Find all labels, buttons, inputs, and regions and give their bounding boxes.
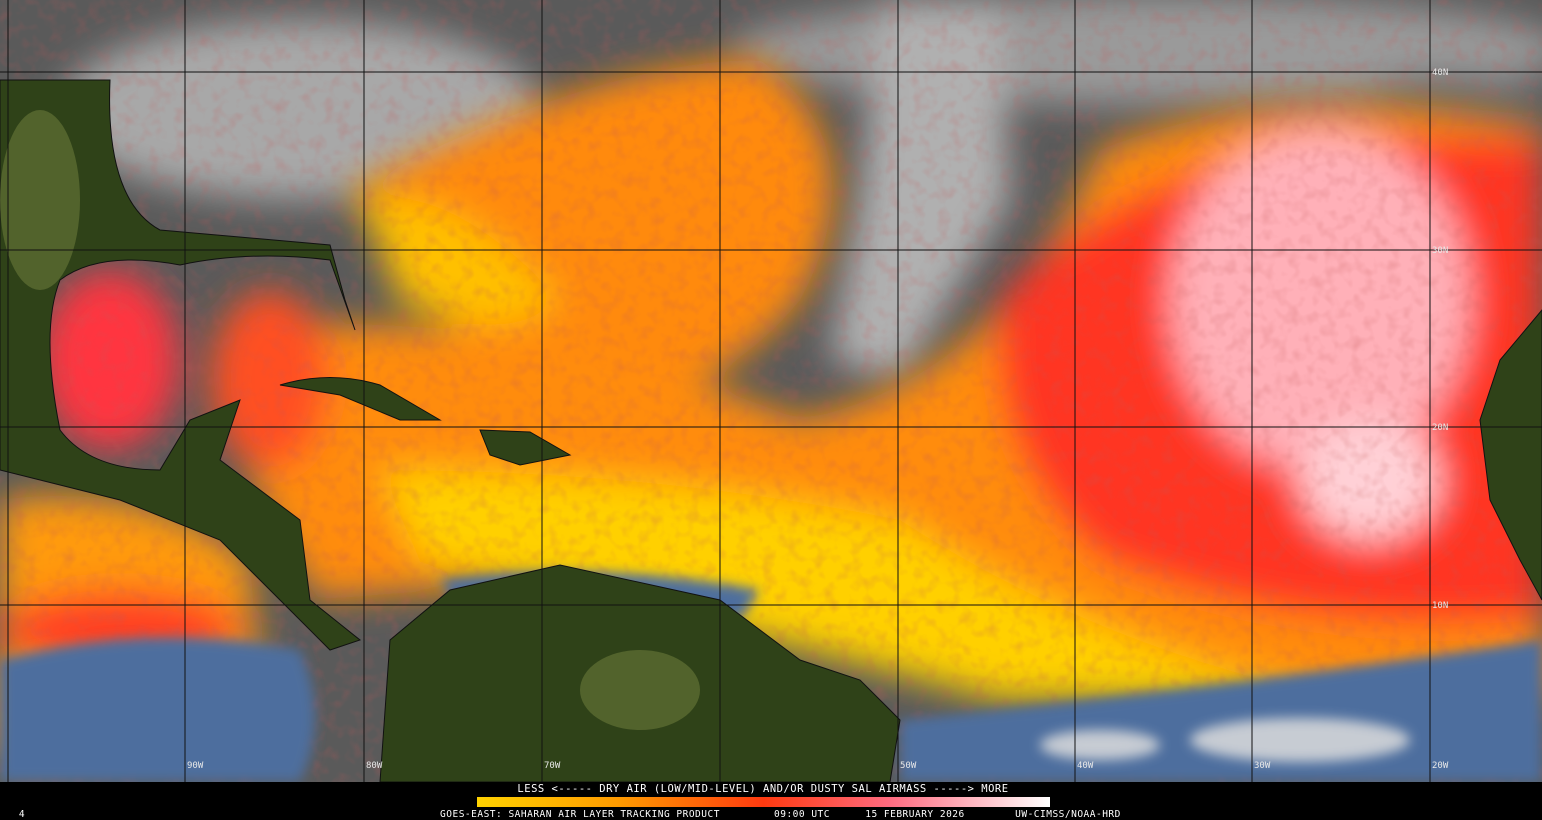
legend-caption: LESS <----- DRY AIR (LOW/MID-LEVEL) AND/… (517, 783, 1008, 795)
longitude-label: 50W (900, 761, 917, 771)
latitude-label: 40N (1432, 68, 1448, 78)
graticule: 40N 30N 20N 10N 90W 80W 70W 50W 40W 30W 20W (0, 0, 1542, 782)
longitude-label: 40W (1077, 761, 1094, 771)
frame-number: 4 (19, 809, 25, 820)
longitude-label: 20W (1432, 761, 1449, 771)
longitude-label: 80W (366, 761, 383, 771)
latitude-label: 10N (1432, 601, 1448, 611)
product-name: GOES-EAST: SAHARAN AIR LAYER TRACKING PR… (440, 809, 720, 820)
longitude-label: 70W (544, 761, 561, 771)
latitude-label: 20N (1432, 423, 1448, 433)
time: 09:00 UTC (774, 809, 830, 820)
longitude-label: 90W (187, 761, 204, 771)
latitude-label: 30N (1432, 246, 1448, 256)
credit: UW-CIMSS/NOAA-HRD (1015, 809, 1121, 820)
legend-panel: LESS <----- DRY AIR (LOW/MID-LEVEL) AND/… (0, 782, 1542, 820)
imagery (0, 0, 1542, 783)
date: 15 FEBRUARY 2026 (865, 809, 965, 820)
longitude-label: 30W (1254, 761, 1271, 771)
legend-color-scale (477, 797, 1050, 807)
